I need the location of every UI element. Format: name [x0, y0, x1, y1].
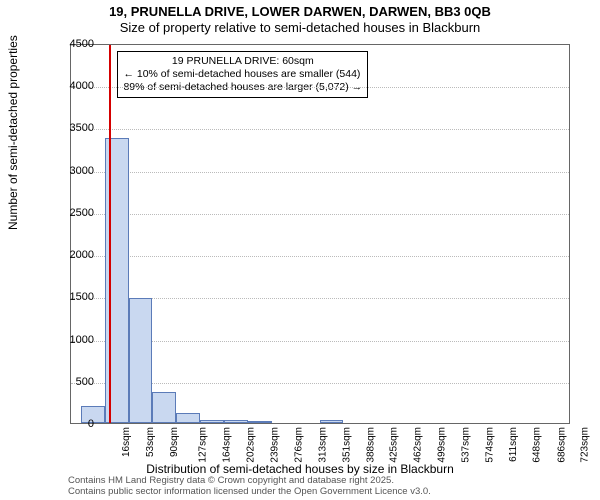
histogram-bar — [224, 420, 248, 423]
histogram-bar — [176, 413, 200, 423]
footer-line2: Contains public sector information licen… — [68, 487, 431, 498]
xtick-label: 164sqm — [222, 427, 233, 463]
gridline — [71, 214, 569, 215]
gridline — [71, 129, 569, 130]
chart-container: 19, PRUNELLA DRIVE, LOWER DARWEN, DARWEN… — [0, 0, 600, 500]
annotation-box: 19 PRUNELLA DRIVE: 60sqm ← 10% of semi-d… — [117, 51, 368, 98]
ytick-label: 2000 — [60, 249, 94, 261]
ytick-label: 3000 — [60, 165, 94, 177]
histogram-bar — [152, 392, 176, 423]
xtick-label: 499sqm — [436, 427, 447, 463]
xtick-label: 313sqm — [317, 427, 328, 463]
histogram-bar — [320, 420, 344, 423]
footer-attribution: Contains HM Land Registry data © Crown c… — [68, 476, 431, 498]
xtick-label: 276sqm — [293, 427, 304, 463]
gridline — [71, 87, 569, 88]
ytick-label: 0 — [60, 418, 94, 430]
xtick-label: 648sqm — [532, 427, 543, 463]
annotation-line2: ← 10% of semi-detached houses are smalle… — [123, 68, 362, 81]
ytick-label: 2500 — [60, 207, 94, 219]
ytick-label: 4000 — [60, 80, 94, 92]
xtick-label: 53sqm — [145, 427, 156, 457]
xtick-label: 239sqm — [270, 427, 281, 463]
xtick-label: 202sqm — [246, 427, 257, 463]
ytick-label: 1000 — [60, 334, 94, 346]
title-line1: 19, PRUNELLA DRIVE, LOWER DARWEN, DARWEN… — [0, 4, 600, 19]
gridline — [71, 256, 569, 257]
xtick-label: 574sqm — [484, 427, 495, 463]
xtick-label: 127sqm — [198, 427, 209, 463]
xtick-label: 723sqm — [580, 427, 591, 463]
xtick-label: 537sqm — [461, 427, 472, 463]
y-axis-label: Number of semi-detached properties — [6, 35, 20, 230]
ytick-label: 4500 — [60, 38, 94, 50]
xtick-label: 425sqm — [389, 427, 400, 463]
gridline — [71, 172, 569, 173]
title-line2: Size of property relative to semi-detach… — [0, 20, 600, 35]
xtick-label: 388sqm — [365, 427, 376, 463]
annotation-line1: 19 PRUNELLA DRIVE: 60sqm — [123, 55, 362, 68]
title-block: 19, PRUNELLA DRIVE, LOWER DARWEN, DARWEN… — [0, 0, 600, 35]
plot-area: 19 PRUNELLA DRIVE: 60sqm ← 10% of semi-d… — [70, 44, 570, 424]
histogram-bar — [129, 298, 153, 423]
xtick-label: 351sqm — [341, 427, 352, 463]
x-axis-label: Distribution of semi-detached houses by … — [0, 462, 600, 476]
xtick-label: 462sqm — [413, 427, 424, 463]
histogram-bar — [200, 420, 224, 423]
xtick-label: 16sqm — [121, 427, 132, 457]
ytick-label: 3500 — [60, 122, 94, 134]
reference-line — [109, 45, 111, 423]
xtick-label: 686sqm — [556, 427, 567, 463]
ytick-label: 1500 — [60, 291, 94, 303]
xtick-label: 611sqm — [507, 427, 518, 462]
xtick-label: 90sqm — [169, 427, 180, 457]
ytick-label: 500 — [60, 376, 94, 388]
histogram-bar — [248, 421, 272, 423]
